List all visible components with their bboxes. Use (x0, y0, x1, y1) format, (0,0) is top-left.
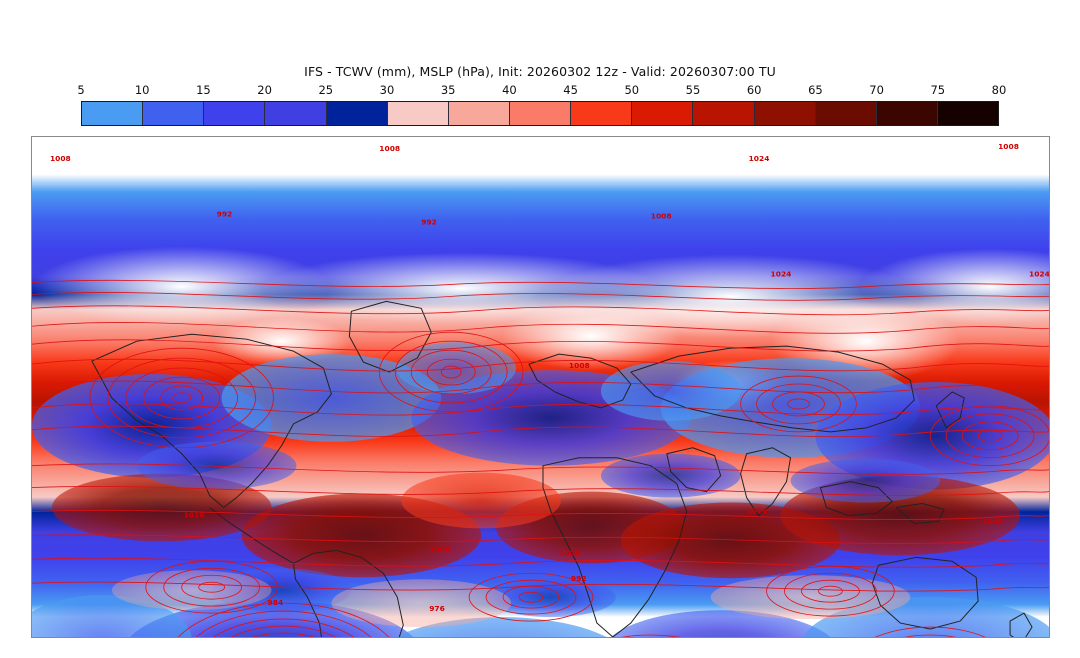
contour-label: 1024 (771, 269, 792, 278)
contour-label: 1024 (1029, 269, 1049, 278)
contour-label: 992 (421, 218, 437, 227)
colorbar-swatch-50-55 (632, 102, 694, 125)
contour-label: 1008 (429, 544, 450, 553)
colorbar-swatch-60-65 (754, 102, 816, 125)
page-title: IFS - TCWV (mm), MSLP (hPa), Init: 20260… (304, 64, 776, 79)
contour-label: 1008 (998, 142, 1019, 151)
colorbar-swatch-45-50 (571, 102, 633, 125)
colorbar-swatch-35-40 (448, 102, 510, 125)
colorbar-swatch-25-30 (326, 102, 388, 125)
colorbar-swatch-75-80 (937, 102, 999, 125)
colorbar-swatch-5-10 (82, 102, 144, 125)
colorbar-tick-55: 55 (685, 83, 701, 97)
colorbar-tick-labels: 5 10 15 20 25 30 35 40 45 50 55 60 65 70 75 80 (77, 83, 1006, 99)
contour-label: 992 (571, 574, 587, 583)
colorbar-tick-60: 60 (746, 83, 762, 97)
colorbar-swatch-30-35 (387, 102, 449, 125)
coastlines (91, 300, 1033, 637)
colorbar-swatch-20-25 (265, 102, 327, 125)
colorbar-swatch-40-45 (509, 102, 572, 125)
contour-label: 1008 (379, 144, 400, 153)
colorbar-tick-80: 80 (991, 83, 1007, 97)
contour-label: 1008 (982, 516, 1003, 525)
mslp-contours (32, 279, 1049, 637)
colorbar-swatch-65-70 (815, 102, 877, 125)
contour-label: 1008 (50, 154, 71, 163)
colorbar-swatch-15-20 (204, 102, 266, 125)
colorbar-tick-10: 10 (134, 83, 150, 97)
colorbar-tick-75: 75 (930, 83, 946, 97)
colorbar-tick-70: 70 (869, 83, 884, 97)
map-frame[interactable]: 1008 1008 1008 1024 1008 992 992 1024 10… (31, 136, 1050, 638)
tcwv-perturbations (32, 246, 1049, 637)
contour-label: 976 (429, 604, 445, 613)
colorbar-tick-30: 30 (379, 83, 395, 97)
contour-label: 1008 (559, 548, 580, 557)
contour-label: 984 (268, 598, 284, 607)
contour-label: 1024 (749, 154, 770, 163)
colorbar-tick-45: 45 (563, 83, 578, 97)
colorbar-swatch-70-75 (876, 102, 938, 125)
contour-label: 1016 (184, 510, 205, 519)
map-canvas: 1008 1008 1008 1024 1008 992 992 1024 10… (32, 137, 1049, 637)
colorbar-tick-5: 5 (77, 83, 85, 97)
contour-label: 992 (217, 210, 233, 219)
colorbar-tick-65: 65 (808, 83, 823, 97)
colorbar-tick-35: 35 (440, 83, 456, 97)
contour-label: 1008 (569, 361, 590, 370)
colorbar-tick-50: 50 (624, 83, 640, 97)
colorbar-swatch-10-15 (143, 102, 205, 125)
contour-label: 1008 (651, 212, 672, 221)
colorbar-tick-20: 20 (257, 83, 272, 97)
colorbar-tick-25: 25 (318, 83, 334, 97)
mslp-contour-labels: 1008 1008 1008 1024 1008 992 992 1024 10… (50, 142, 1049, 613)
colorbar: 5 10 15 20 25 30 35 40 45 50 55 60 65 70 75 80 (77, 83, 1006, 126)
colorbar-swatch-55-60 (693, 102, 755, 125)
colorbar-tick-40: 40 (502, 83, 517, 97)
colorbar-swatches (81, 101, 999, 126)
colorbar-tick-15: 15 (196, 83, 211, 97)
contour-label: 1016 (747, 507, 768, 516)
